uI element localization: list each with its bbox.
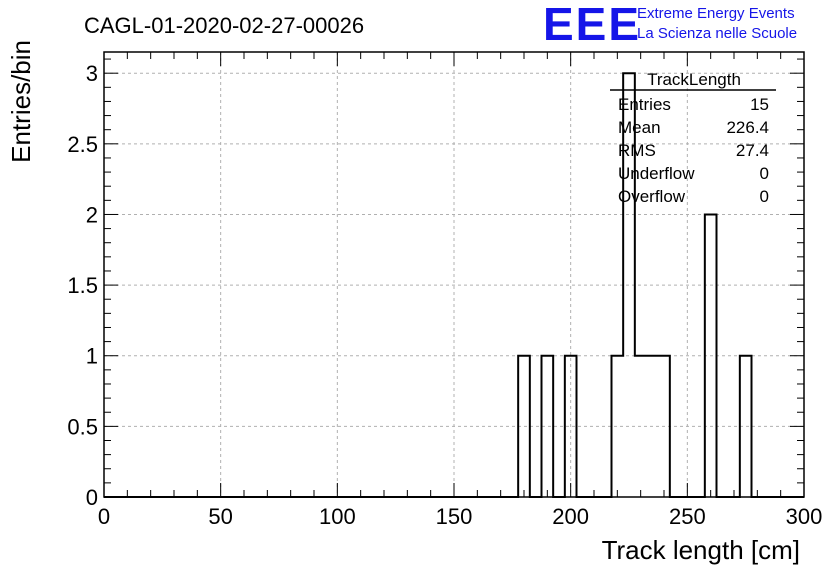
y-tick-labels: 0 0.5 1 1.5 2 2.5 3 bbox=[67, 61, 98, 510]
y-tick-label: 0 bbox=[86, 485, 98, 510]
x-tick-labels: 0 50 100 150 200 250 300 bbox=[98, 504, 822, 529]
y-axis-label: Entries/bin bbox=[6, 40, 36, 163]
stats-row-label: Underflow bbox=[618, 164, 695, 183]
logo-acronym: EEE bbox=[543, 0, 641, 50]
grid-lines bbox=[104, 52, 804, 497]
stats-row-value: 226.4 bbox=[726, 118, 769, 137]
x-tick-label: 200 bbox=[552, 504, 589, 529]
y-tick-label: 1 bbox=[86, 344, 98, 369]
x-tick-label: 300 bbox=[786, 504, 823, 529]
stats-box: TrackLength Entries 15 Mean 226.4 RMS 27.4 Und… bbox=[610, 70, 776, 206]
stats-row-value: 0 bbox=[760, 187, 769, 206]
y-tick-label: 2.5 bbox=[67, 132, 98, 157]
x-tick-label: 0 bbox=[98, 504, 110, 529]
logo-line-2: La Scienza nelle Scuole bbox=[637, 25, 797, 42]
stats-row-label: Mean bbox=[618, 118, 661, 137]
y-tick-label: 0.5 bbox=[67, 414, 98, 439]
y-tick-label: 3 bbox=[86, 61, 98, 86]
y-tick-label: 2 bbox=[86, 202, 98, 227]
stats-row-value: 15 bbox=[750, 95, 769, 114]
stats-box-title: TrackLength bbox=[647, 70, 741, 89]
x-tick-label: 150 bbox=[436, 504, 473, 529]
stats-row-label: RMS bbox=[618, 141, 656, 160]
chart-title: CAGL-01-2020-02-27-00026 bbox=[84, 13, 364, 38]
y-tick-label: 1.5 bbox=[67, 273, 98, 298]
x-tick-label: 100 bbox=[319, 504, 356, 529]
stats-row-value: 0 bbox=[760, 164, 769, 183]
stats-row-label: Entries bbox=[618, 95, 671, 114]
eee-logo: EEE Extreme Energy Events La Scienza nel… bbox=[543, 0, 797, 50]
x-tick-label: 50 bbox=[208, 504, 232, 529]
stats-row-label: Overflow bbox=[618, 187, 686, 206]
histogram-bars bbox=[104, 72, 804, 498]
stats-row-value: 27.4 bbox=[736, 141, 769, 160]
axes bbox=[103, 51, 805, 498]
logo-line-1: Extreme Energy Events bbox=[637, 5, 795, 22]
x-tick-label: 250 bbox=[669, 504, 706, 529]
x-axis-label: Track length [cm] bbox=[602, 535, 800, 565]
histogram-outline bbox=[104, 72, 804, 498]
